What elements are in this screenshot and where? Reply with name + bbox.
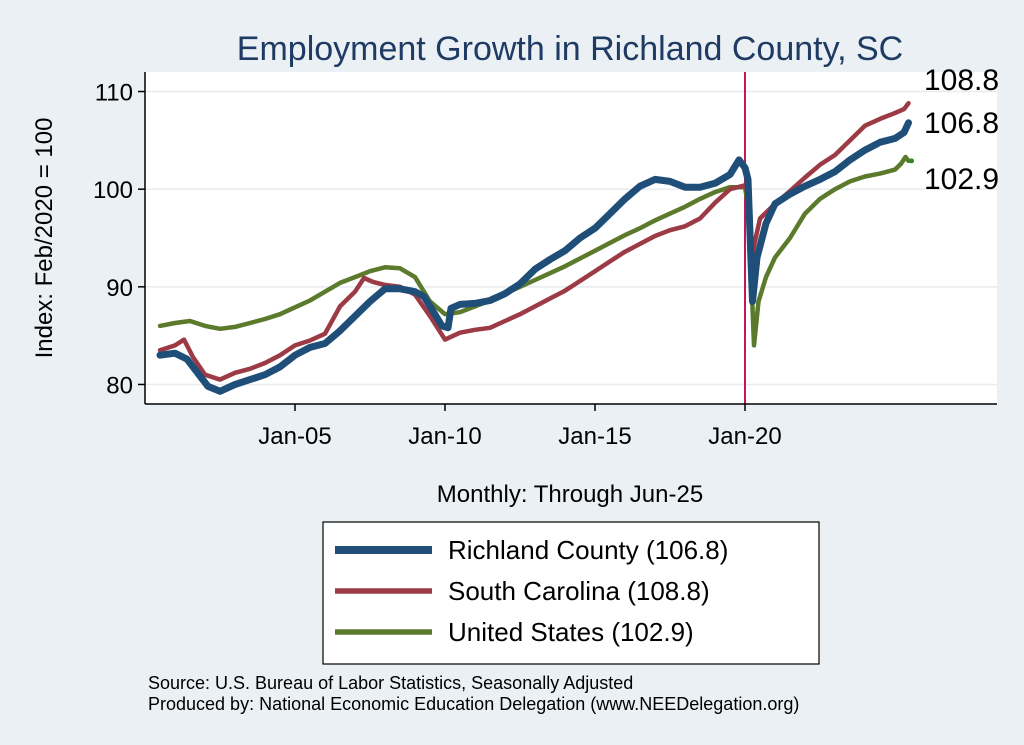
produced-by-note: Produced by: National Economic Education… — [148, 694, 799, 714]
chart-title: Employment Growth in Richland County, SC — [237, 30, 903, 68]
x-tick-label-Jan-10: Jan-10 — [408, 423, 481, 450]
y-tick-label-110: 110 — [95, 80, 133, 107]
source-note: Source: U.S. Bureau of Labor Statistics,… — [148, 673, 633, 693]
y-tick-label-100: 100 — [93, 177, 133, 204]
grid-lines — [145, 90, 997, 386]
x-tick-label-Jan-15: Jan-15 — [558, 423, 631, 450]
end-label-richland-county: 106.8 — [924, 107, 999, 140]
x-tick-label-Jan-20: Jan-20 — [708, 423, 781, 450]
legend-label-2: United States (102.9) — [448, 617, 694, 647]
x-tick-label-Jan-05: Jan-05 — [258, 423, 331, 450]
us-last-point-marker — [909, 158, 914, 164]
series-group — [156, 100, 914, 395]
x-ticks: Jan-05 Jan-10 Jan-15 Jan-20 — [258, 404, 782, 450]
series-line-richland-county — [156, 119, 912, 395]
axes — [144, 72, 997, 405]
y-ticks: 80 90 100 110 — [93, 80, 145, 399]
end-labels: 106.8 108.8 102.9 — [924, 64, 999, 196]
x-axis-label: Monthly: Through Jun-25 — [437, 481, 703, 508]
legend: Richland County (106.8) South Carolina (1… — [322, 521, 820, 665]
legend-label-0: Richland County (106.8) — [448, 535, 728, 565]
end-label-south-carolina: 108.8 — [924, 64, 999, 97]
series-line-united-states — [157, 154, 911, 348]
end-label-united-states: 102.9 — [924, 163, 999, 196]
y-axis-label: Index: Feb/2020 = 100 — [31, 118, 58, 359]
legend-items: Richland County (106.8) South Carolina (1… — [335, 535, 728, 647]
y-tick-label-90: 90 — [106, 275, 133, 302]
y-tick-label-80: 80 — [106, 372, 133, 399]
legend-label-1: South Carolina (108.8) — [448, 576, 710, 606]
